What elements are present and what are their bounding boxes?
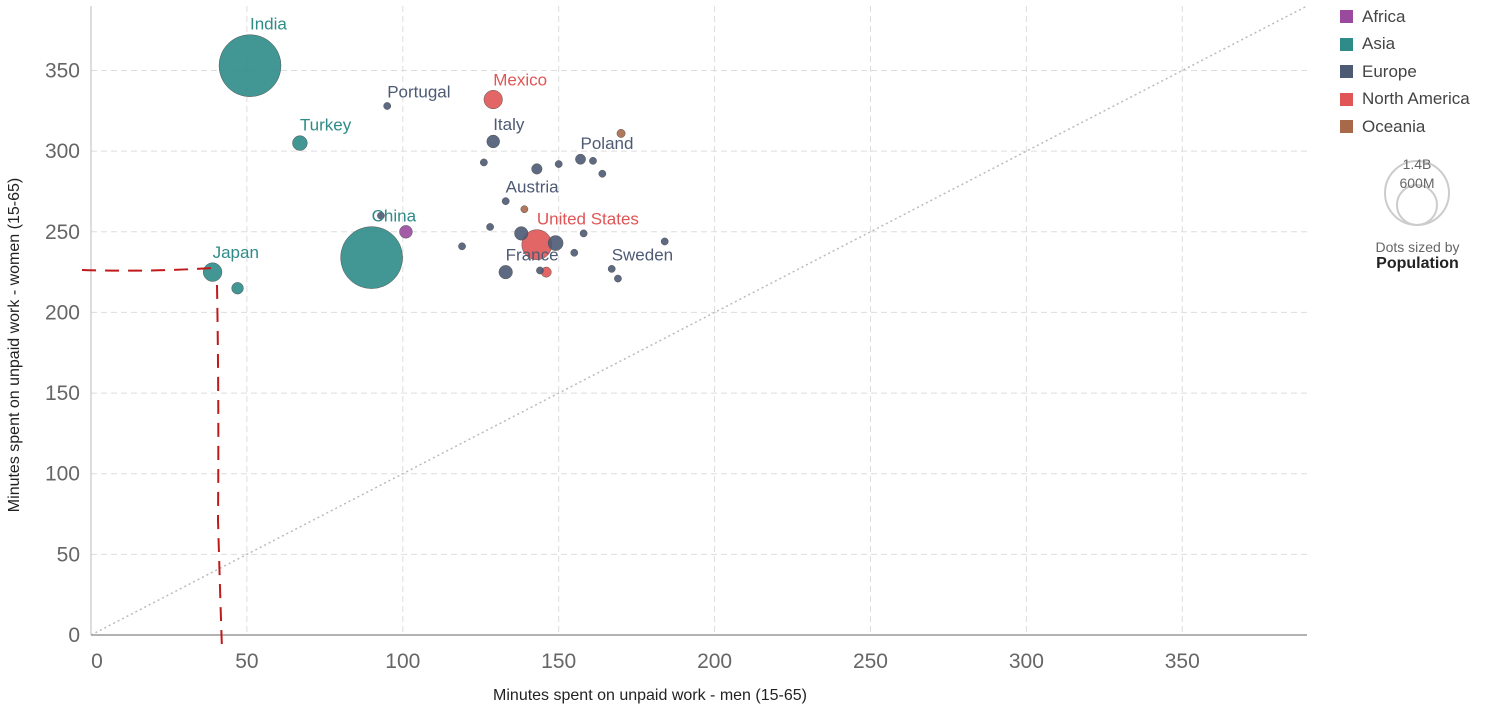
- legend-swatch: [1340, 92, 1353, 106]
- data-point: [458, 242, 466, 251]
- y-tick-label: 200: [45, 301, 80, 324]
- point-label: Poland: [581, 134, 634, 153]
- x-tick-label: 300: [1009, 650, 1044, 673]
- annotation-dashed-path: [81, 267, 223, 651]
- axes: [90, 6, 1307, 636]
- point-label: France: [506, 245, 559, 264]
- data-point: [486, 223, 494, 231]
- x-axis-title: Minutes spent on unpaid work - men (15-6…: [493, 687, 807, 704]
- data-point: [377, 211, 385, 220]
- x-axis-ticks: 0 50 100 150 200 250 300 350: [91, 650, 1200, 673]
- y-tick-label: 100: [45, 463, 80, 486]
- y-tick-label: 150: [45, 382, 80, 405]
- point-label: United States: [537, 210, 639, 229]
- legend-swatch: [1340, 65, 1353, 79]
- data-point: [570, 248, 579, 257]
- y-tick-label: 0: [68, 624, 80, 647]
- point-label: China: [372, 207, 417, 226]
- data-point: [203, 262, 223, 282]
- data-point: [486, 134, 500, 149]
- y-tick-label: 350: [45, 60, 80, 83]
- data-point: [292, 135, 308, 151]
- data-point: [480, 158, 488, 167]
- size-legend-variable: Population: [1376, 255, 1459, 272]
- legend-swatch: [1340, 120, 1353, 134]
- data-point: [616, 129, 626, 138]
- region-legend: Africa Asia Europe North America Oceania: [1340, 3, 1490, 141]
- data-point: [598, 169, 607, 178]
- legend-item[interactable]: North America: [1340, 86, 1490, 114]
- data-points: [203, 34, 669, 295]
- x-tick-label: 200: [697, 650, 732, 673]
- data-point: [531, 163, 543, 175]
- size-legend-large-label: 1.4B: [1403, 156, 1432, 172]
- data-point: [614, 274, 622, 283]
- data-point: [547, 235, 564, 251]
- y-axis-ticks: 0 50 100 150 200 250 300 350: [45, 60, 80, 647]
- legend-label: Africa: [1362, 6, 1406, 26]
- point-labels: India China Turkey Japan Portugal Mexico Italy…: [213, 15, 674, 265]
- size-legend-note: Dots sized by: [1375, 239, 1460, 255]
- legend-label: Asia: [1362, 34, 1396, 54]
- data-point: [579, 229, 588, 238]
- data-point: [483, 90, 503, 110]
- data-point: [340, 226, 403, 289]
- data-point: [231, 282, 244, 295]
- point-label: Italy: [493, 115, 525, 134]
- y-tick-label: 250: [45, 221, 80, 244]
- diagonal-reference-line: [90, 5, 1308, 636]
- x-tick-label: 50: [235, 650, 258, 673]
- y-tick-label: 300: [45, 140, 80, 163]
- x-tick-label: 350: [1165, 650, 1200, 673]
- y-axis-title: Minutes spent on unpaid work - women (15…: [6, 178, 23, 512]
- size-legend-small-circle: [1396, 184, 1438, 226]
- legend-item[interactable]: Africa: [1340, 3, 1490, 31]
- legend-label: North America: [1362, 89, 1470, 109]
- data-point: [383, 102, 392, 110]
- data-point: [589, 156, 597, 165]
- data-point: [536, 266, 544, 275]
- point-label: Japan: [213, 243, 259, 262]
- data-point: [660, 237, 669, 246]
- point-label: Portugal: [387, 82, 450, 101]
- legend-swatch: [1340, 10, 1353, 24]
- point-label: India: [250, 15, 287, 34]
- x-tick-label: 100: [385, 650, 420, 673]
- size-legend-small-label: 600M: [1399, 175, 1434, 191]
- legend-label: Europe: [1362, 61, 1417, 81]
- point-label: Turkey: [300, 116, 352, 135]
- size-legend-circles: 1.4B 600M: [1384, 156, 1450, 226]
- point-label: Sweden: [612, 245, 673, 264]
- hand-drawn-dash-path: [81, 267, 223, 651]
- point-label: Austria: [506, 178, 559, 197]
- x-tick-label: 150: [541, 650, 576, 673]
- data-point: [498, 265, 513, 280]
- point-label: Mexico: [493, 70, 547, 89]
- data-point: [399, 225, 413, 239]
- legend-item[interactable]: Oceania: [1340, 113, 1490, 141]
- data-point: [218, 34, 282, 97]
- legend-item[interactable]: Europe: [1340, 58, 1490, 86]
- x-tick-label: 250: [853, 650, 888, 673]
- grid-lines: [91, 6, 1307, 635]
- data-point: [501, 197, 510, 206]
- y-tick-label: 50: [57, 543, 80, 566]
- data-point: [575, 153, 586, 165]
- data-point: [514, 226, 529, 241]
- legend-swatch: [1340, 37, 1353, 51]
- legend-label: Oceania: [1362, 116, 1426, 136]
- x-tick-label: 0: [91, 650, 103, 673]
- size-legend: 1.4B 600M Dots sized by Population: [1350, 150, 1485, 273]
- data-point: [607, 265, 616, 273]
- data-point: [554, 160, 563, 168]
- data-point: [520, 205, 529, 214]
- legend-item[interactable]: Asia: [1340, 31, 1490, 59]
